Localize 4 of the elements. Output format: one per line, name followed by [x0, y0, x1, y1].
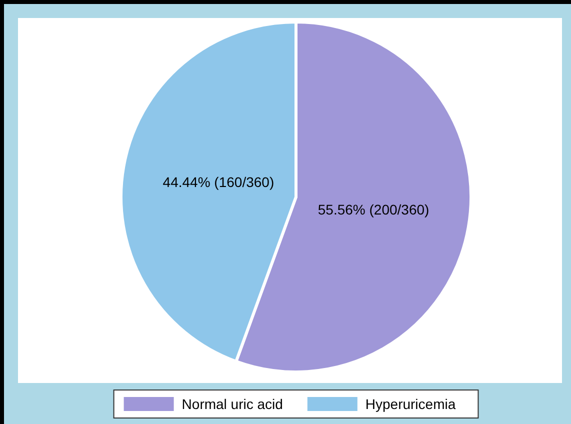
data-label: 44.44% (160/360): [162, 174, 274, 190]
legend-label: Normal uric acid: [182, 396, 283, 412]
data-label: 55.56% (200/360): [318, 201, 430, 218]
legend-label: Hyperuricemia: [365, 396, 456, 412]
